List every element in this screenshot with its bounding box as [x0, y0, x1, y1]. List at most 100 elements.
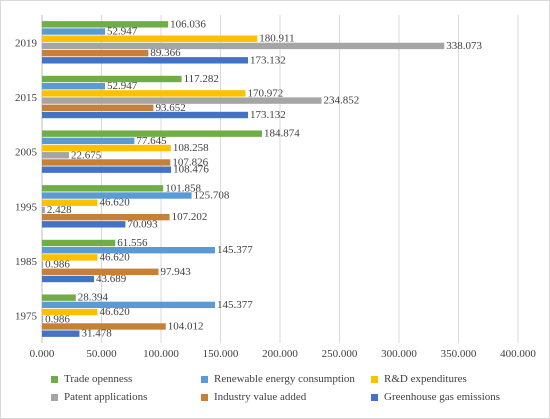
y-category-label: 1995 — [15, 201, 38, 213]
bar — [42, 275, 94, 283]
bar — [42, 90, 246, 97]
data-label: 52.947 — [107, 26, 138, 38]
bar — [42, 206, 45, 214]
legend-label: Greenhouse gas emissions — [384, 391, 501, 403]
bar — [42, 247, 215, 254]
data-label: 46.620 — [99, 251, 130, 263]
data-label: 28.394 — [78, 292, 109, 304]
legend-swatch — [51, 393, 58, 401]
data-label: 173.132 — [250, 109, 286, 121]
bar — [42, 49, 149, 57]
data-label: 184.874 — [264, 128, 300, 140]
data-label: 117.282 — [184, 73, 219, 85]
data-label: 180.911 — [259, 33, 294, 45]
bar — [42, 221, 126, 228]
bar — [42, 28, 106, 35]
bar — [42, 137, 135, 145]
legend-label: R&D expenditures — [384, 373, 467, 385]
bar — [42, 213, 170, 221]
data-label: 31.478 — [81, 328, 112, 340]
chart-legend: Trade openness Renewable energy consumpti… — [51, 373, 531, 403]
x-tick-label: 350.000 — [441, 348, 477, 360]
data-label: 107.202 — [172, 211, 208, 223]
data-label: 46.620 — [99, 197, 130, 209]
bar — [42, 166, 172, 173]
legend-item: R&D expenditures — [371, 373, 531, 385]
legend-swatch — [201, 375, 208, 383]
bar — [42, 294, 76, 301]
legend-swatch — [371, 375, 378, 383]
bar — [42, 308, 98, 316]
bar — [42, 185, 164, 192]
bar — [42, 330, 80, 337]
y-category-label: 1985 — [15, 256, 38, 268]
data-label: 104.012 — [168, 320, 204, 332]
bar — [42, 97, 322, 104]
data-label: 145.377 — [217, 244, 253, 256]
data-label: 46.620 — [99, 306, 130, 318]
legend-item: Greenhouse gas emissions — [371, 391, 531, 403]
bar — [42, 268, 159, 275]
x-tick-label: 150.000 — [203, 348, 239, 360]
x-tick-label: 250.000 — [322, 348, 358, 360]
bar — [42, 130, 263, 137]
bar — [42, 57, 249, 64]
data-label: 338.073 — [446, 40, 482, 52]
bar — [42, 21, 169, 28]
data-label: 97.943 — [161, 266, 192, 278]
bar — [42, 254, 98, 261]
bar — [42, 152, 69, 159]
legend-item: Patent applications — [51, 391, 201, 403]
legend-item: Trade openness — [51, 373, 201, 385]
data-label: 89.366 — [150, 47, 181, 59]
data-label: 2.428 — [47, 204, 72, 216]
bar — [42, 35, 258, 42]
bar — [42, 301, 215, 309]
data-label: 145.377 — [217, 299, 253, 311]
legend-label: Industry value added — [214, 391, 307, 403]
data-label: 70.093 — [127, 218, 158, 230]
x-tick-label: 300.000 — [381, 348, 417, 360]
bar — [42, 316, 44, 323]
legend-label: Trade openness — [64, 373, 133, 385]
legend-item: Industry value added — [201, 391, 371, 403]
data-label: 0.986 — [45, 259, 70, 271]
bar — [42, 42, 445, 50]
bar — [42, 104, 154, 111]
x-tick-label: 400.000 — [500, 348, 536, 360]
data-label: 170.972 — [247, 87, 283, 99]
data-label: 234.852 — [323, 95, 359, 107]
data-label: 101.858 — [165, 182, 201, 194]
data-label: 52.947 — [107, 80, 138, 92]
bar — [42, 199, 98, 206]
data-label: 125.708 — [194, 190, 230, 202]
legend-swatch — [51, 375, 58, 383]
legend-label: Renewable energy consumption — [214, 373, 355, 385]
data-label: 173.132 — [250, 54, 286, 66]
bar — [42, 83, 106, 90]
data-label: 93.652 — [155, 102, 185, 114]
y-category-label: 2005 — [15, 147, 38, 159]
legend-label: Patent applications — [64, 391, 148, 403]
x-tick-label: 0.000 — [30, 348, 55, 360]
data-label: 106.036 — [170, 18, 206, 30]
bar — [42, 144, 171, 152]
data-label: 22.675 — [71, 149, 102, 161]
legend-item: Renewable energy consumption — [201, 373, 371, 385]
bar — [42, 111, 249, 119]
x-tick-label: 100.000 — [143, 348, 179, 360]
data-label: 61.556 — [117, 237, 148, 249]
data-label: 77.645 — [136, 135, 167, 147]
data-label: 108.258 — [173, 142, 209, 154]
bar — [42, 159, 171, 166]
data-label: 43.689 — [96, 273, 127, 285]
bar — [42, 323, 166, 330]
legend-swatch — [201, 393, 208, 401]
x-tick-label: 200.000 — [262, 348, 298, 360]
bar — [42, 261, 44, 268]
bar — [42, 75, 182, 83]
legend-swatch — [371, 393, 378, 401]
bar — [42, 192, 192, 199]
